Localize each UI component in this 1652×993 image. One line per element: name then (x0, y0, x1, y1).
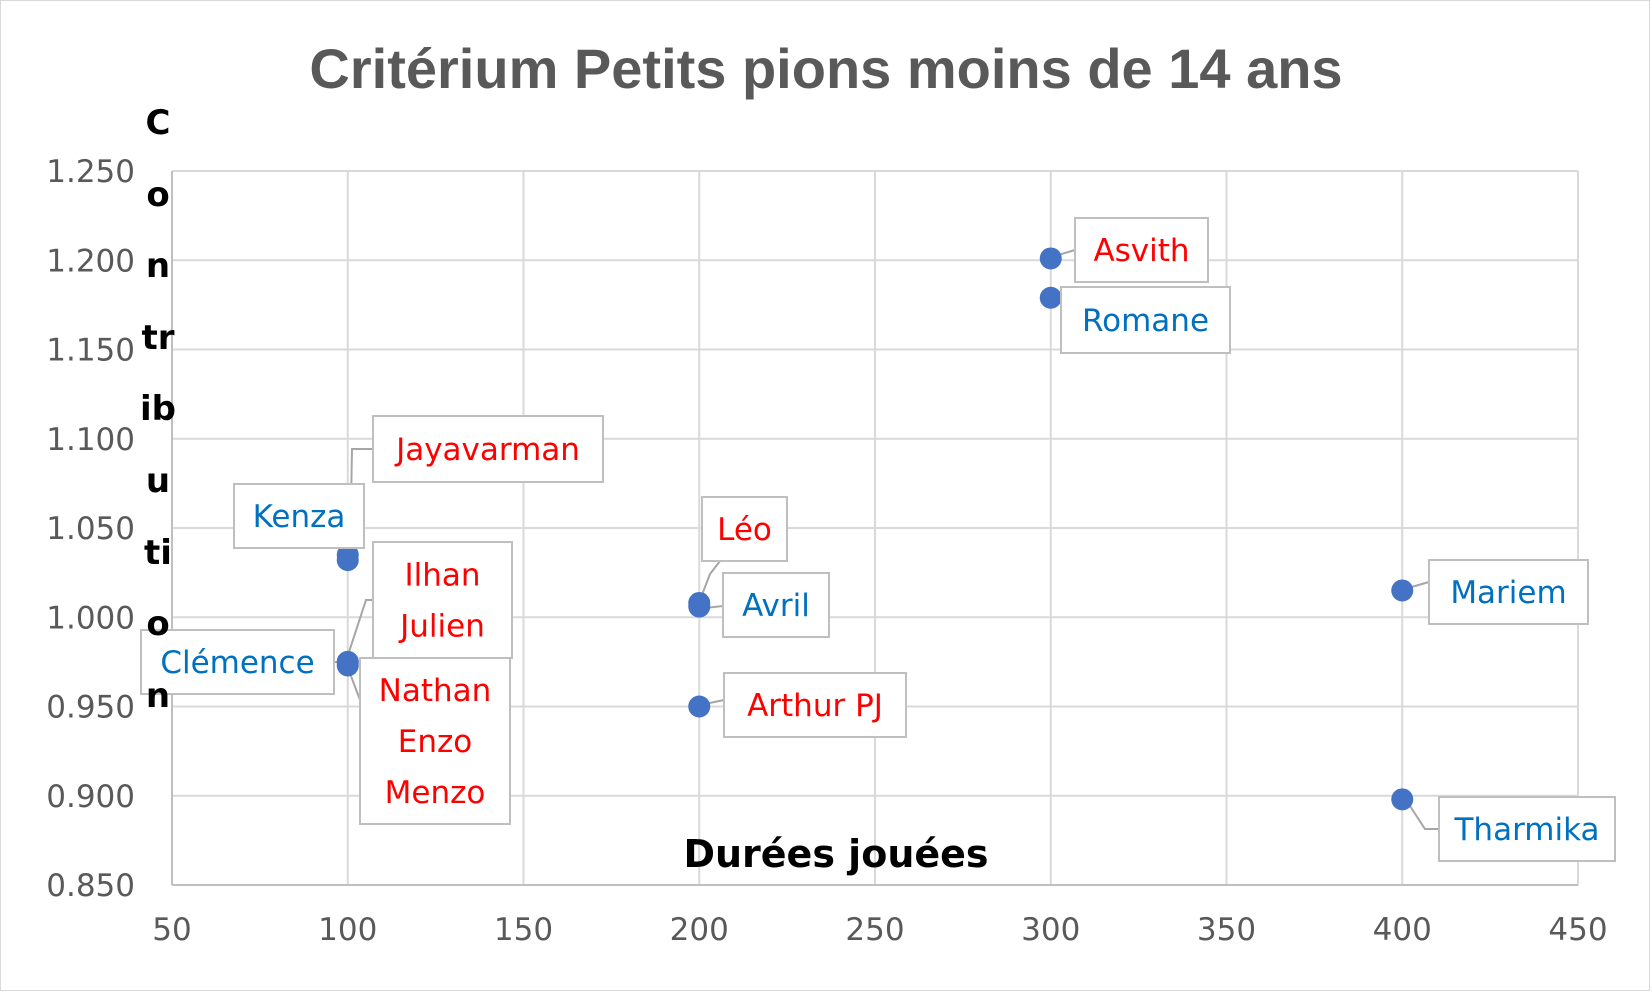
callout-box (1428, 559, 1589, 625)
data-label: Kenza (253, 499, 346, 535)
x-tick-label: 450 (1548, 912, 1607, 948)
x-tick-label: 150 (494, 912, 553, 948)
data-point (336, 654, 359, 677)
data-label: Ilhan (404, 558, 480, 594)
data-label: Romane (1082, 303, 1209, 339)
callout-box (372, 415, 604, 483)
data-point (336, 543, 359, 566)
callout-box (723, 672, 907, 738)
x-tick-label: 350 (1197, 912, 1256, 948)
data-point (688, 695, 711, 718)
axes (171, 171, 1578, 886)
y-tick-label: 0.950 (46, 690, 135, 726)
y-tick-label: 1.000 (46, 600, 135, 636)
y-tick-label: 1.200 (46, 243, 135, 279)
x-tick-label: 100 (318, 912, 377, 948)
data-label: Julien (398, 609, 485, 645)
data-label: Léo (717, 512, 772, 548)
x-tick-label: 50 (152, 912, 191, 948)
data-label: Mariem (1450, 575, 1566, 611)
callout-box (372, 541, 513, 659)
data-label: Jayavarman (394, 432, 580, 468)
x-tick-label: 250 (845, 912, 904, 948)
data-point (1039, 247, 1062, 270)
y-axis-title: Contribution (140, 103, 176, 716)
data-label: Arthur PJ (747, 688, 883, 724)
data-point (1039, 286, 1062, 309)
data-point (688, 595, 711, 618)
data-label: Avril (742, 588, 810, 624)
data-label: Clémence (160, 645, 314, 681)
y-tick-label: 0.850 (46, 868, 135, 904)
y-tick-label: 1.050 (46, 511, 135, 547)
callout-box (233, 483, 365, 549)
y-tick-label: 1.250 (46, 154, 135, 190)
x-tick-label: 200 (670, 912, 729, 948)
data-label: Enzo (398, 724, 472, 760)
data-point (1391, 579, 1414, 602)
data-label: Tharmika (1454, 812, 1600, 848)
data-points (336, 247, 1414, 811)
callout-box (1438, 796, 1616, 862)
data-label-callouts: Kenza Jayavarman Clémence Ilhan Julien Nathan… (140, 217, 1616, 862)
x-tick-label: 400 (1373, 912, 1432, 948)
callout-box (722, 572, 830, 638)
data-point (1391, 788, 1414, 811)
data-label: Menzo (385, 775, 486, 811)
data-label: Asvith (1093, 233, 1189, 269)
callout-box (1074, 217, 1209, 283)
data-label: Nathan (379, 673, 492, 709)
chart-title: Critérium Petits pions moins de 14 ans (309, 37, 1343, 100)
callout-box (701, 496, 788, 562)
callout-box (140, 629, 335, 695)
y-tick-label: 0.900 (46, 779, 135, 815)
x-axis-title: Durées jouées (683, 832, 989, 876)
x-tick-label: 300 (1021, 912, 1080, 948)
y-tick-label: 1.150 (46, 333, 135, 369)
callout-box (1060, 286, 1231, 354)
y-tick-label: 1.100 (46, 422, 135, 458)
callout-box (359, 657, 511, 825)
tick-labels: 50 100 150 200 250 300 350 400 450 0.850 0.900 0.95… (46, 154, 1607, 948)
